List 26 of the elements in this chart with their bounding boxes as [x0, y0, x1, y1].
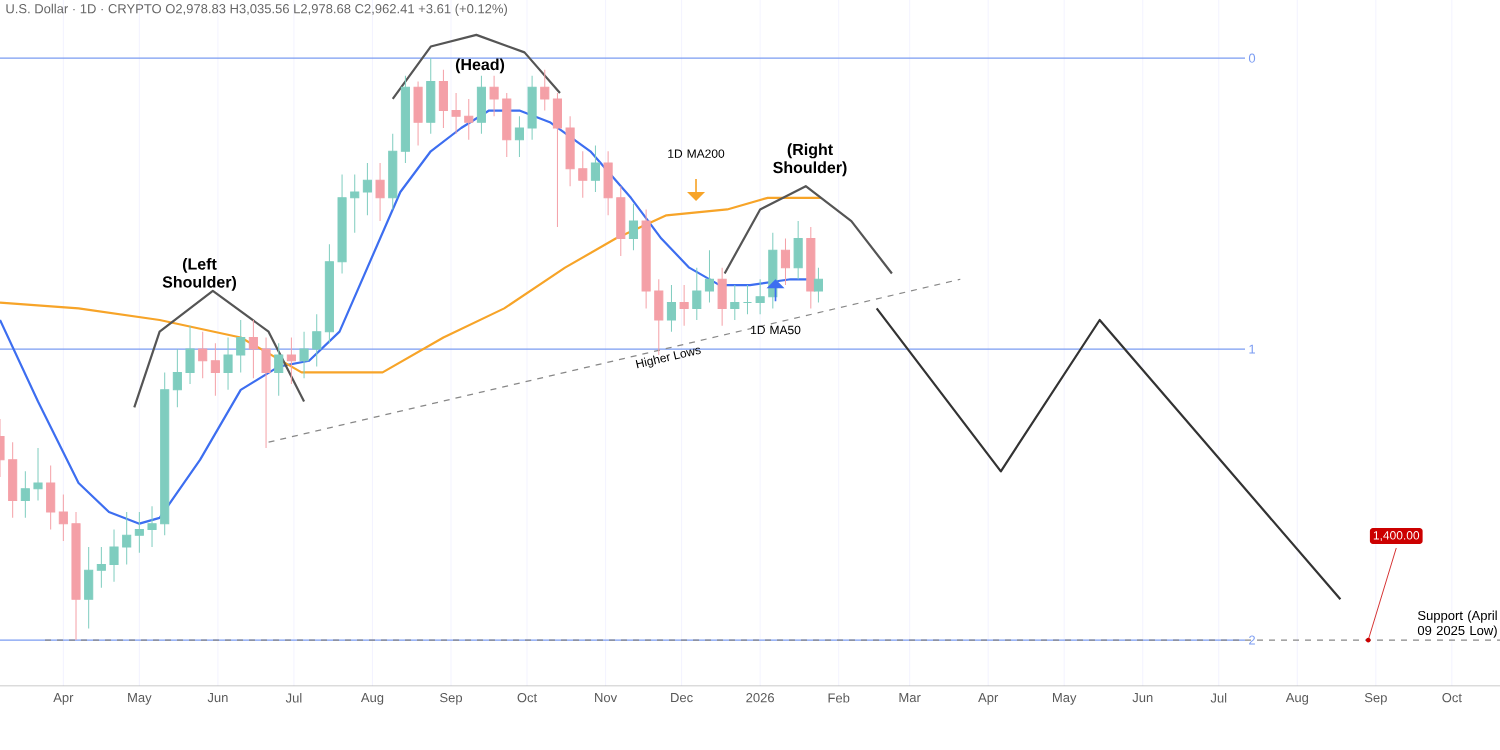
candlestick [628, 203, 639, 251]
candlestick [84, 546, 94, 629]
candlestick [476, 75, 486, 135]
candlestick [286, 336, 296, 385]
candlestick [717, 267, 727, 327]
candlestick [780, 238, 791, 286]
candlestick [806, 226, 816, 309]
candlestick [198, 331, 208, 379]
candlestick [400, 75, 410, 164]
candlestick [426, 57, 436, 135]
annotation: (Head) [455, 58, 505, 74]
candlestick [540, 69, 550, 112]
candlestick [813, 267, 823, 304]
candlestick [210, 342, 220, 397]
candlestick [679, 284, 689, 327]
candlestick [46, 464, 56, 530]
candlestick [375, 162, 385, 222]
annotation: (Left Shoulder) [162, 257, 237, 291]
candlestick [362, 162, 372, 216]
candlestick [793, 220, 803, 280]
candlestick [413, 80, 423, 146]
candlestick [388, 133, 398, 210]
candlestick [590, 144, 600, 193]
candlestick [666, 284, 677, 333]
annotation: (Right Shoulder) [773, 143, 847, 177]
candlestick [274, 342, 284, 397]
